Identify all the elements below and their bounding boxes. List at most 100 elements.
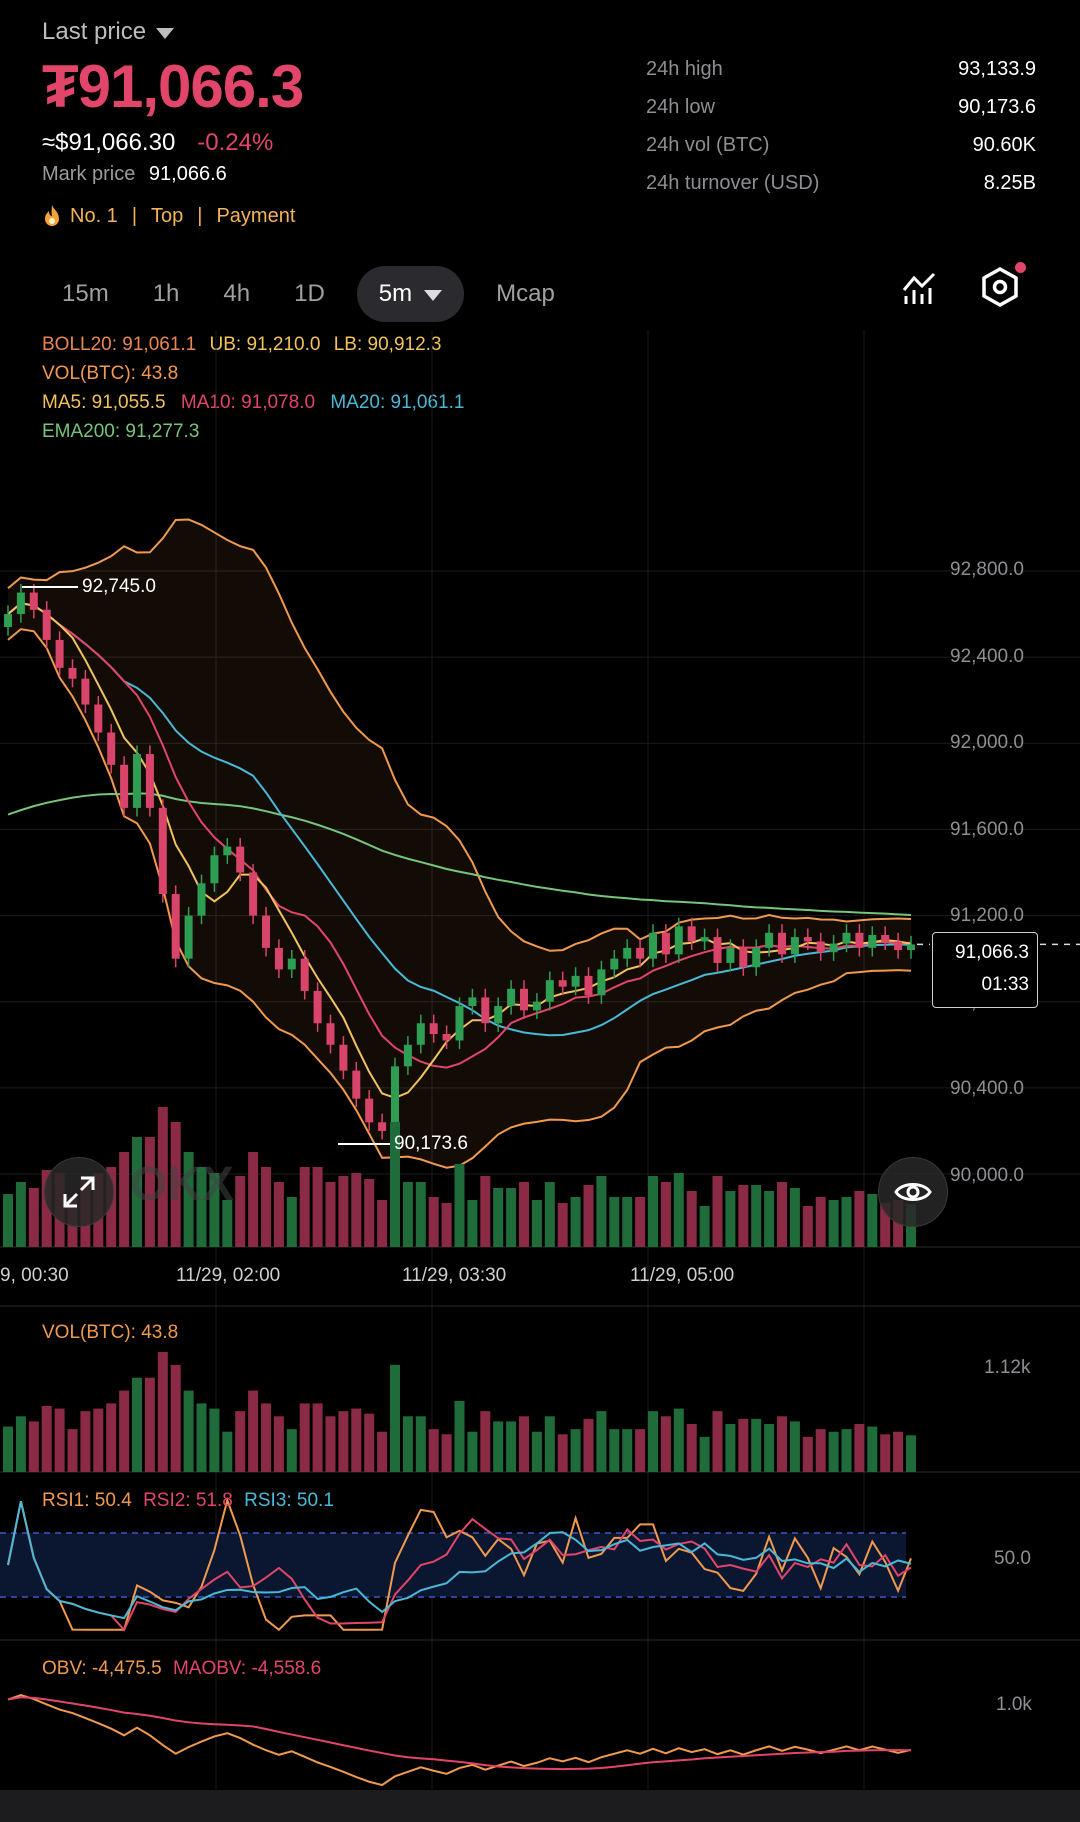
candle-body [545, 980, 554, 1002]
volume-bar [544, 1182, 555, 1247]
volume-bar [273, 1182, 284, 1247]
volume-bar [196, 1403, 207, 1472]
volume-bar [841, 1429, 852, 1472]
top-tag[interactable]: Top [151, 204, 184, 227]
candle-body [197, 883, 206, 916]
volume-bar [596, 1411, 607, 1472]
volume-bar [841, 1197, 852, 1247]
candle-body [403, 1044, 412, 1067]
volume-bar [170, 1364, 181, 1472]
flame-icon [45, 205, 59, 226]
volume-bar [248, 1152, 259, 1247]
settings-button[interactable] [980, 262, 1026, 310]
volume-bar [583, 1185, 594, 1247]
volume-bar [454, 1164, 465, 1247]
volume-bar [299, 1403, 310, 1472]
boll-value: BOLL20: 91,061.1 [42, 334, 197, 355]
rsi1-line [7, 1496, 912, 1632]
volume-bar [751, 1185, 762, 1247]
indicators-icon[interactable] [900, 268, 940, 308]
candle-body [507, 988, 516, 1007]
y-axis-label: 92,400.0 [950, 646, 1024, 667]
last-price-value: ₮91,066.3 [42, 53, 304, 120]
volume-bar [364, 1179, 375, 1247]
rank-tag[interactable]: No. 1 [42, 204, 118, 228]
candle-body [790, 937, 799, 955]
volume-bar [248, 1390, 259, 1472]
rsi3-value: RSI3: 50.1 [244, 1490, 334, 1511]
volume-bar [235, 1176, 246, 1247]
stat-row: 24h high 93,133.9 [646, 50, 1036, 88]
obv-indicator-row: OBV: -4,475.5 MAOBV: -4,558.6 [42, 1658, 321, 1680]
candle-body [700, 937, 709, 942]
tab-5m[interactable]: 5m [356, 266, 465, 322]
rsi1-value: RSI1: 50.4 [42, 1490, 132, 1511]
bollinger-band [8, 519, 911, 1168]
y-axis-label: 92,800.0 [950, 559, 1024, 580]
candle-body [649, 932, 657, 959]
watermark-logo: OKX [130, 1158, 234, 1211]
volume-bar [531, 1200, 542, 1247]
stat-value: 93,133.9 [958, 57, 1036, 80]
candle-body [81, 678, 90, 705]
volume-bar [557, 1203, 568, 1247]
volume-bar [777, 1416, 787, 1472]
stat-label: 24h vol (BTC) [646, 133, 770, 156]
candle-body [133, 754, 141, 808]
candle-body [636, 947, 645, 959]
volume-bar [544, 1416, 555, 1472]
candle-body [249, 872, 258, 916]
rsi-y-label: 50.0 [994, 1548, 1031, 1569]
volume-bar [93, 1408, 104, 1472]
tab-4h[interactable]: 4h [223, 280, 251, 307]
volume-bar [390, 1364, 400, 1472]
volume-bar [686, 1191, 697, 1247]
volume-bar [54, 1408, 65, 1472]
last-price-selector[interactable]: Last price [42, 18, 303, 46]
candle-body [778, 932, 786, 955]
tab-1h[interactable]: 1h [152, 280, 180, 307]
volume-bar [609, 1197, 620, 1247]
rsi3-line [7, 1501, 912, 1620]
chart-tools [900, 262, 1026, 310]
notification-dot [1015, 262, 1026, 273]
volume-bar [802, 1436, 813, 1472]
separator: | [197, 204, 203, 227]
volume-bar [144, 1377, 155, 1472]
candle-body [907, 944, 915, 951]
volume-bar [261, 1167, 271, 1247]
candle-body [803, 937, 812, 942]
volume-bar [183, 1390, 194, 1472]
volume-bar [209, 1173, 220, 1247]
obv-value: OBV: -4,475.5 [42, 1658, 162, 1679]
volume-bar [286, 1429, 297, 1472]
payment-tag[interactable]: Payment [216, 204, 296, 227]
tab-mcap[interactable]: Mcap [496, 280, 555, 307]
volume-bar [738, 1185, 749, 1247]
volume-bar [686, 1424, 697, 1472]
volume-bar [67, 1429, 78, 1472]
candle-body [726, 947, 735, 963]
candle-body [713, 937, 722, 963]
price-chart[interactable]: OKX [0, 330, 1080, 1790]
candle-body [391, 1066, 399, 1131]
volume-bar [209, 1408, 220, 1472]
volume-bar [570, 1429, 581, 1472]
expand-icon [63, 1176, 95, 1208]
volume-bar [699, 1206, 710, 1247]
volume-bar [854, 1424, 865, 1472]
volume-bar [454, 1400, 465, 1472]
usd-price: ≈$91,066.30 [42, 129, 176, 156]
candle-body [623, 947, 632, 959]
tab-1d[interactable]: 1D [294, 280, 325, 307]
volume-bar [622, 1429, 633, 1472]
tab-15m[interactable]: 15m [62, 280, 109, 307]
stat-value: 90,173.6 [958, 95, 1036, 118]
candle-body [326, 1023, 335, 1045]
caret-down-icon [156, 27, 175, 39]
fullscreen-button[interactable] [44, 1157, 114, 1227]
visibility-toggle-button[interactable] [878, 1157, 948, 1227]
candle-body [365, 1098, 374, 1123]
candle-body [158, 807, 167, 895]
maobv-value: MAOBV: -4,558.6 [172, 1658, 322, 1679]
